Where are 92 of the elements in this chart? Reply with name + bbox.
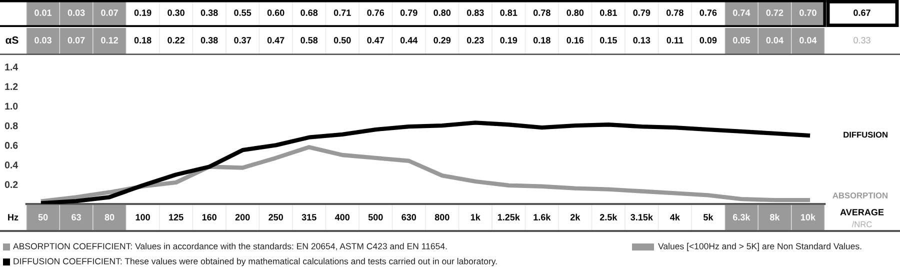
x-tick-label: 1.25k — [498, 214, 520, 220]
data-label: 0.83 — [466, 10, 484, 16]
data-label: 0.72 — [766, 10, 784, 16]
y-tick-label: 1.2 — [5, 83, 18, 90]
data-label: 0.76 — [367, 10, 384, 16]
data-label: 0.78 — [666, 10, 684, 16]
data-label: 0.47 — [367, 37, 384, 44]
data-label: 0.81 — [600, 10, 617, 16]
data-label: 0.30 — [168, 10, 184, 16]
data-label: 0.15 — [600, 37, 617, 44]
data-label: 0.71 — [334, 10, 351, 16]
data-label: 0.01 — [34, 10, 52, 16]
text: αS — [6, 36, 18, 44]
x-tick-label: 4k — [670, 214, 680, 220]
line-series — [40, 120, 810, 204]
data-label: 0.58 — [300, 37, 318, 44]
y-tick-label: 0.2 — [4, 181, 18, 188]
data-label: 0.79 — [400, 10, 418, 16]
x-tick-label: 125 — [169, 214, 184, 220]
text: Values [<100Hz and > 5K] are Non Standard Values. — [658, 242, 862, 252]
x-tick-label: 500 — [368, 214, 383, 220]
data-label: 0.44 — [400, 37, 418, 44]
text: ABSORPTION — [832, 192, 888, 198]
data-label: 0.50 — [334, 37, 351, 44]
x-tick-label: 80 — [104, 214, 114, 220]
x-tick-label: 315 — [302, 214, 316, 220]
data-label: 0.19 — [134, 10, 152, 16]
x-tick-label: 3.15k — [630, 214, 653, 220]
data-label: 0.16 — [566, 37, 584, 44]
data-label: 0.74 — [733, 10, 750, 16]
x-tick-label: 5k — [703, 214, 714, 220]
data-label: 0.23 — [466, 37, 484, 44]
data-label: 0.13 — [633, 37, 650, 44]
text: ABSORPTION COEFFICIENT: Values in accordance with the standards: EN 20654, ASTM C423 and EN 11654. — [13, 242, 447, 250]
y-tick-label: 0.4 — [4, 162, 18, 168]
data-label: 0.03 — [34, 37, 52, 44]
x-tick-label: 1.6k — [534, 214, 551, 220]
data-label: 0.70 — [800, 10, 816, 16]
data-label: 0.05 — [733, 37, 750, 44]
data-label: 0.60 — [267, 10, 284, 16]
x-tick-label: 800 — [434, 214, 450, 220]
y-tick-label: 1.4 — [5, 64, 18, 70]
data-label: 0.12 — [101, 37, 118, 44]
x-tick-label: 10k — [801, 214, 816, 220]
x-tick-label: 400 — [334, 214, 350, 220]
x-tick-label: 250 — [268, 214, 283, 220]
x-tick-label: 2k — [570, 214, 580, 220]
line-series — [40, 145, 810, 204]
x-tick-label: 63 — [72, 214, 81, 220]
data-label: 0.04 — [766, 37, 784, 44]
x-tick-label: 200 — [235, 214, 250, 220]
data-label: 0.47 — [267, 37, 284, 44]
x-tick-label: 160 — [202, 214, 216, 220]
data-label: 0.80 — [434, 10, 451, 16]
text: 0.33 — [854, 37, 870, 44]
data-label: 0.81 — [500, 10, 518, 16]
data-label: 0.09 — [700, 37, 717, 44]
data-label: 0.38 — [200, 37, 218, 44]
data-label: 0.18 — [533, 37, 550, 44]
data-label: 0.79 — [633, 10, 650, 16]
data-label: 0.37 — [234, 37, 251, 44]
data-label: 0.19 — [500, 37, 518, 44]
y-tick-label: 0.6 — [4, 142, 18, 149]
data-label: 0.18 — [134, 37, 152, 44]
data-label: 0.80 — [566, 10, 584, 16]
data-label: 0.78 — [533, 10, 550, 16]
data-label: 0.04 — [800, 37, 817, 44]
data-label: 0.76 — [700, 10, 717, 16]
x-tick-label: 1k — [470, 214, 480, 220]
data-label: 0.22 — [168, 37, 184, 44]
text: AVERAGE — [840, 208, 884, 216]
data-label: 0.68 — [300, 10, 318, 16]
x-tick-label: 2.5k — [600, 214, 618, 220]
data-label: 0.38 — [200, 10, 218, 16]
text: /NRC — [852, 221, 872, 228]
text: DIFFUSION — [844, 132, 888, 138]
x-tick-label: 8k — [770, 214, 780, 220]
data-label: 0.29 — [434, 37, 451, 44]
x-tick-label: 630 — [402, 214, 416, 220]
x-tick-label: 6.3k — [733, 214, 750, 220]
text: DIFFUSION COEFFICIENT: These values were obtained by mathematical calculations and tests carried out in our laboratory. — [14, 258, 497, 266]
data-label: 0.11 — [666, 37, 684, 44]
x-tick-label: 100 — [136, 214, 150, 220]
data-label: 0.07 — [101, 10, 118, 16]
y-tick-label: 1.0 — [5, 102, 18, 110]
data-label: 0.03 — [68, 10, 85, 16]
y-tick-label: 0.8 — [4, 122, 18, 130]
data-label: 0.55 — [234, 10, 252, 16]
x-axis-title: Hz — [8, 214, 18, 220]
x-tick-label: 50 — [38, 214, 48, 220]
text: 0.67 — [854, 10, 870, 16]
data-label: 0.07 — [68, 37, 85, 44]
